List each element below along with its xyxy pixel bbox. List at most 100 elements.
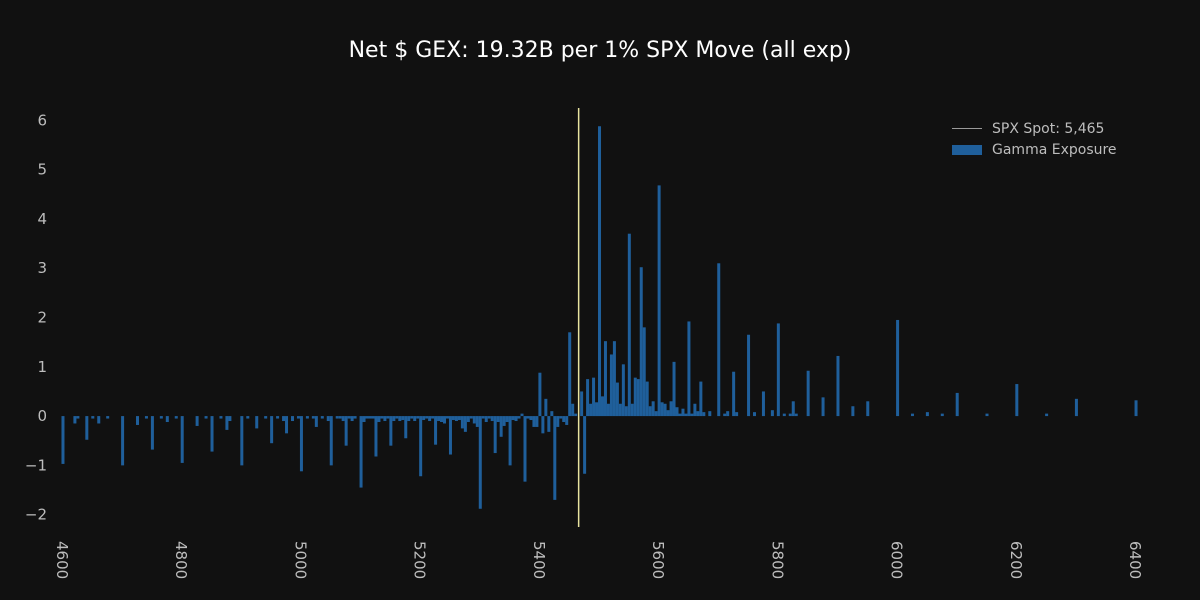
gex-bar — [788, 413, 792, 417]
legend-label-gamma: Gamma Exposure — [992, 141, 1117, 158]
gex-bar — [264, 416, 268, 419]
x-axis-ticks: 4600 4800 5000 5200 5400 5600 5800 6000 6200 6400 — [53, 541, 1144, 579]
x-tick-label: 6400 — [1126, 541, 1144, 579]
gex-bar — [586, 379, 590, 417]
gex-bar — [425, 416, 429, 419]
gex-bar — [925, 412, 929, 417]
gex-bar — [615, 382, 619, 417]
gex-bar — [609, 354, 613, 417]
gex-bar — [690, 413, 694, 417]
gex-bar — [583, 416, 587, 474]
gex-bar — [747, 334, 751, 417]
gex-bar — [296, 416, 300, 419]
gex-bar — [565, 416, 569, 425]
gex-bar — [556, 416, 560, 427]
gex-bar — [559, 416, 563, 419]
gex-bar — [630, 403, 634, 417]
gex-bar — [91, 416, 95, 419]
gex-bar — [732, 371, 736, 417]
gex-bar — [550, 411, 554, 417]
gex-bar — [329, 416, 333, 466]
gex-bar — [407, 416, 411, 422]
gex-bar — [395, 416, 399, 419]
gex-bar — [472, 416, 476, 424]
gex-bar — [651, 401, 655, 417]
gex-bar — [454, 416, 458, 422]
gex-bar — [121, 416, 125, 466]
gex-bar — [663, 403, 667, 417]
gex-bar — [580, 391, 584, 417]
gex-bar — [654, 411, 658, 417]
gex-bar — [478, 416, 482, 509]
gex-bar — [314, 416, 318, 427]
gex-bar — [726, 411, 730, 417]
y-tick-label: −2 — [25, 506, 47, 524]
gex-bar — [1134, 400, 1138, 417]
gex-bar — [672, 361, 676, 417]
gex-bar — [660, 402, 664, 417]
gex-bar — [636, 379, 640, 417]
gex-bar — [305, 416, 309, 419]
gex-bar — [770, 410, 774, 417]
gex-bar — [606, 403, 610, 417]
gex-bar — [383, 416, 387, 422]
gex-bar — [377, 416, 381, 423]
legend-item-spot: SPX Spot: 5,465 — [952, 118, 1117, 139]
gex-bar — [681, 408, 685, 417]
gex-bar — [642, 327, 646, 417]
x-tick-label: 4800 — [172, 541, 190, 579]
legend-item-gamma: Gamma Exposure — [952, 139, 1117, 160]
gex-bar — [469, 416, 473, 419]
gex-bar — [836, 355, 840, 417]
gex-bar — [359, 416, 363, 488]
gex-bar — [806, 370, 810, 417]
gex-bar — [445, 416, 449, 419]
gex-bar — [299, 416, 303, 472]
gex-bar — [624, 406, 628, 417]
gex-bar — [940, 413, 944, 417]
gex-bar — [291, 416, 294, 422]
gex-bar — [195, 416, 199, 426]
gex-bar — [645, 381, 649, 417]
gex-bar — [562, 416, 566, 423]
gex-bar — [794, 413, 798, 417]
x-tick-label: 5400 — [530, 541, 548, 579]
gex-bar — [544, 398, 548, 417]
gex-bar — [419, 416, 423, 477]
gex-bar — [523, 416, 527, 482]
gex-bar — [451, 416, 455, 421]
gex-bar — [1045, 413, 1049, 417]
gex-bar — [398, 416, 402, 422]
gex-bar — [416, 416, 420, 419]
gex-bar — [437, 416, 441, 422]
gex-bar — [413, 416, 417, 422]
gex-bar — [708, 411, 712, 417]
gex-bar — [338, 416, 342, 419]
gex-bar — [85, 416, 89, 440]
gex-bar — [574, 413, 578, 417]
gex-bar — [460, 416, 464, 429]
y-tick-label: 4 — [37, 210, 47, 228]
gex-bar — [1015, 384, 1019, 417]
gex-bar — [443, 416, 447, 424]
gex-bar — [761, 391, 765, 417]
gex-bar — [225, 416, 229, 430]
gamma-exposure-bars — [61, 126, 1138, 509]
gex-bar — [61, 416, 65, 464]
gex-bar — [776, 323, 780, 417]
y-axis-ticks: −2 −1 0 1 2 3 4 5 6 — [25, 111, 47, 523]
gex-bar — [282, 416, 286, 422]
gex-bar — [603, 341, 607, 417]
gex-bar — [493, 416, 497, 454]
gex-bar — [699, 381, 703, 417]
gex-bar — [723, 413, 727, 417]
gex-bar — [457, 416, 461, 421]
gex-bar — [401, 416, 405, 421]
gex-bar — [276, 416, 280, 419]
y-tick-label: −1 — [25, 456, 47, 474]
gex-bar — [702, 412, 706, 417]
gex-bar — [484, 416, 488, 423]
gex-bar — [362, 416, 366, 423]
gex-bar — [538, 372, 542, 417]
